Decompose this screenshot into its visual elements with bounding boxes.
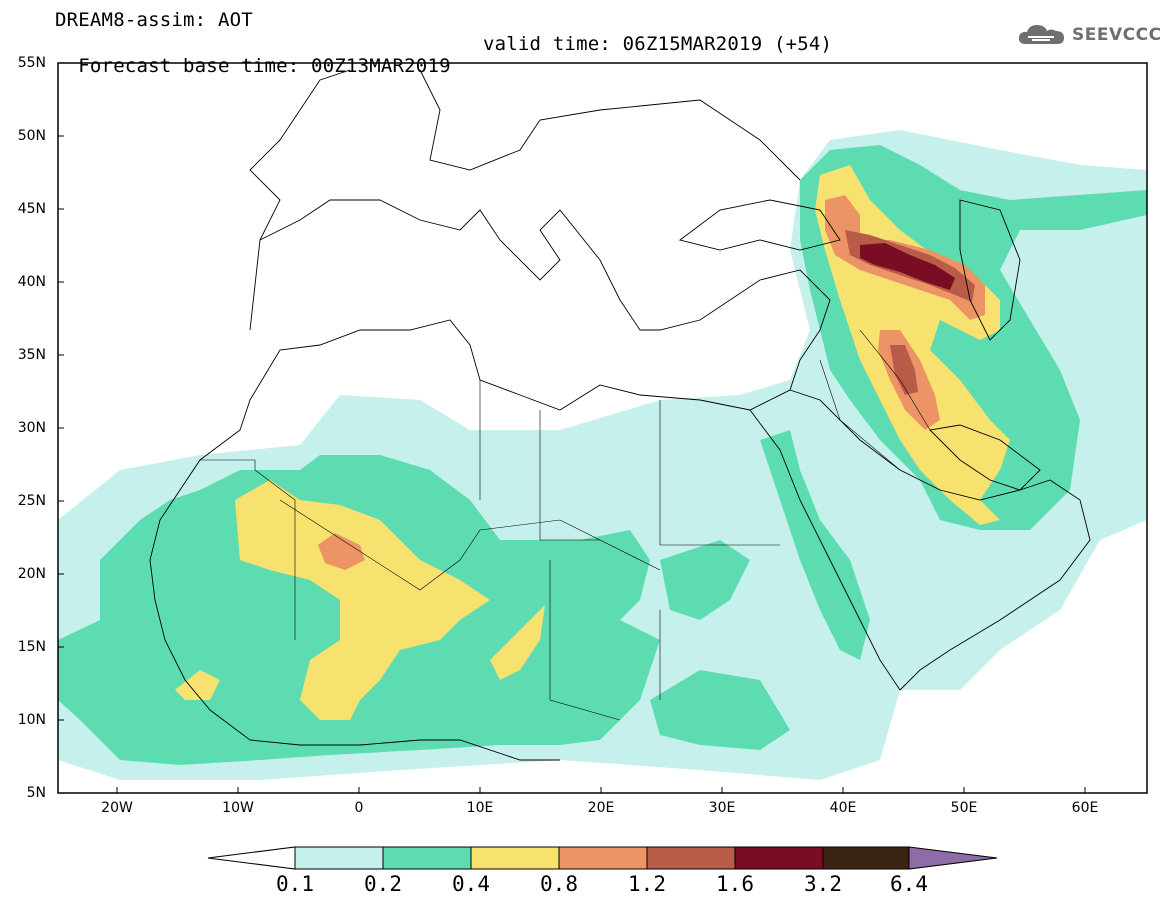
- lat-label: 45N: [17, 201, 46, 217]
- colorbar: [207, 846, 998, 870]
- colorbar-swatch-2: [382, 846, 472, 870]
- lat-label: 30N: [17, 420, 46, 436]
- cloud-icon: [1018, 25, 1064, 44]
- lat-label: 35N: [17, 347, 46, 363]
- colorbar-label: 0.1: [276, 872, 314, 896]
- lon-label: 0: [354, 800, 364, 816]
- colorbar-swatch-5: [646, 846, 736, 870]
- aot-contours: [58, 130, 1147, 780]
- colorbar-swatch-1: [294, 846, 384, 870]
- lat-label: 40N: [17, 274, 46, 290]
- lat-label: 5N: [26, 785, 46, 801]
- lat-label: 55N: [17, 55, 46, 71]
- lat-label: 50N: [17, 128, 46, 144]
- colorbar-label: 0.4: [452, 872, 490, 896]
- axis-ticks: [58, 62, 1086, 793]
- colorbar-label: 0.8: [540, 872, 578, 896]
- lon-label: 50E: [950, 800, 978, 816]
- lon-label: 20E: [587, 800, 615, 816]
- lon-label: 60E: [1071, 800, 1099, 816]
- lat-label: 10N: [17, 712, 46, 728]
- colorbar-swatch-4: [558, 846, 648, 870]
- lat-label: 25N: [17, 493, 46, 509]
- colorbar-label: 0.2: [364, 872, 402, 896]
- colorbar-label: 3.2: [804, 872, 842, 896]
- lon-label: 10E: [466, 800, 494, 816]
- colorbar-over: [908, 846, 998, 870]
- forecast-base-time: Forecast base time: 00Z13MAR2019 valid t…: [55, 33, 832, 99]
- colorbar-swatch-6: [734, 846, 824, 870]
- colorbar-under: [207, 846, 296, 870]
- logo-text: SEEVCCC: [1072, 25, 1162, 45]
- colorbar-label: 6.4: [890, 872, 928, 896]
- lat-label: 20N: [17, 566, 46, 582]
- colorbar-swatch-7: [822, 846, 910, 870]
- lon-label: 30E: [708, 800, 736, 816]
- country-borders: [200, 329, 931, 721]
- map-title: DREAM8-assim: AOT: [55, 9, 253, 31]
- colorbar-label: 1.2: [628, 872, 666, 896]
- base-time-text: Forecast base time: 00Z13MAR2019: [78, 55, 451, 77]
- colorbar-swatch-3: [470, 846, 560, 870]
- lat-label: 15N: [17, 639, 46, 655]
- lon-label: 40E: [829, 800, 857, 816]
- seevccc-logo: SEEVCCC: [1016, 22, 1162, 48]
- valid-time-text: valid time: 06Z15MAR2019 (+54): [483, 33, 833, 55]
- lon-label: 20W: [101, 800, 133, 816]
- lon-label: 10W: [222, 800, 254, 816]
- colorbar-label: 1.6: [716, 872, 754, 896]
- contour-1-6: [860, 243, 955, 290]
